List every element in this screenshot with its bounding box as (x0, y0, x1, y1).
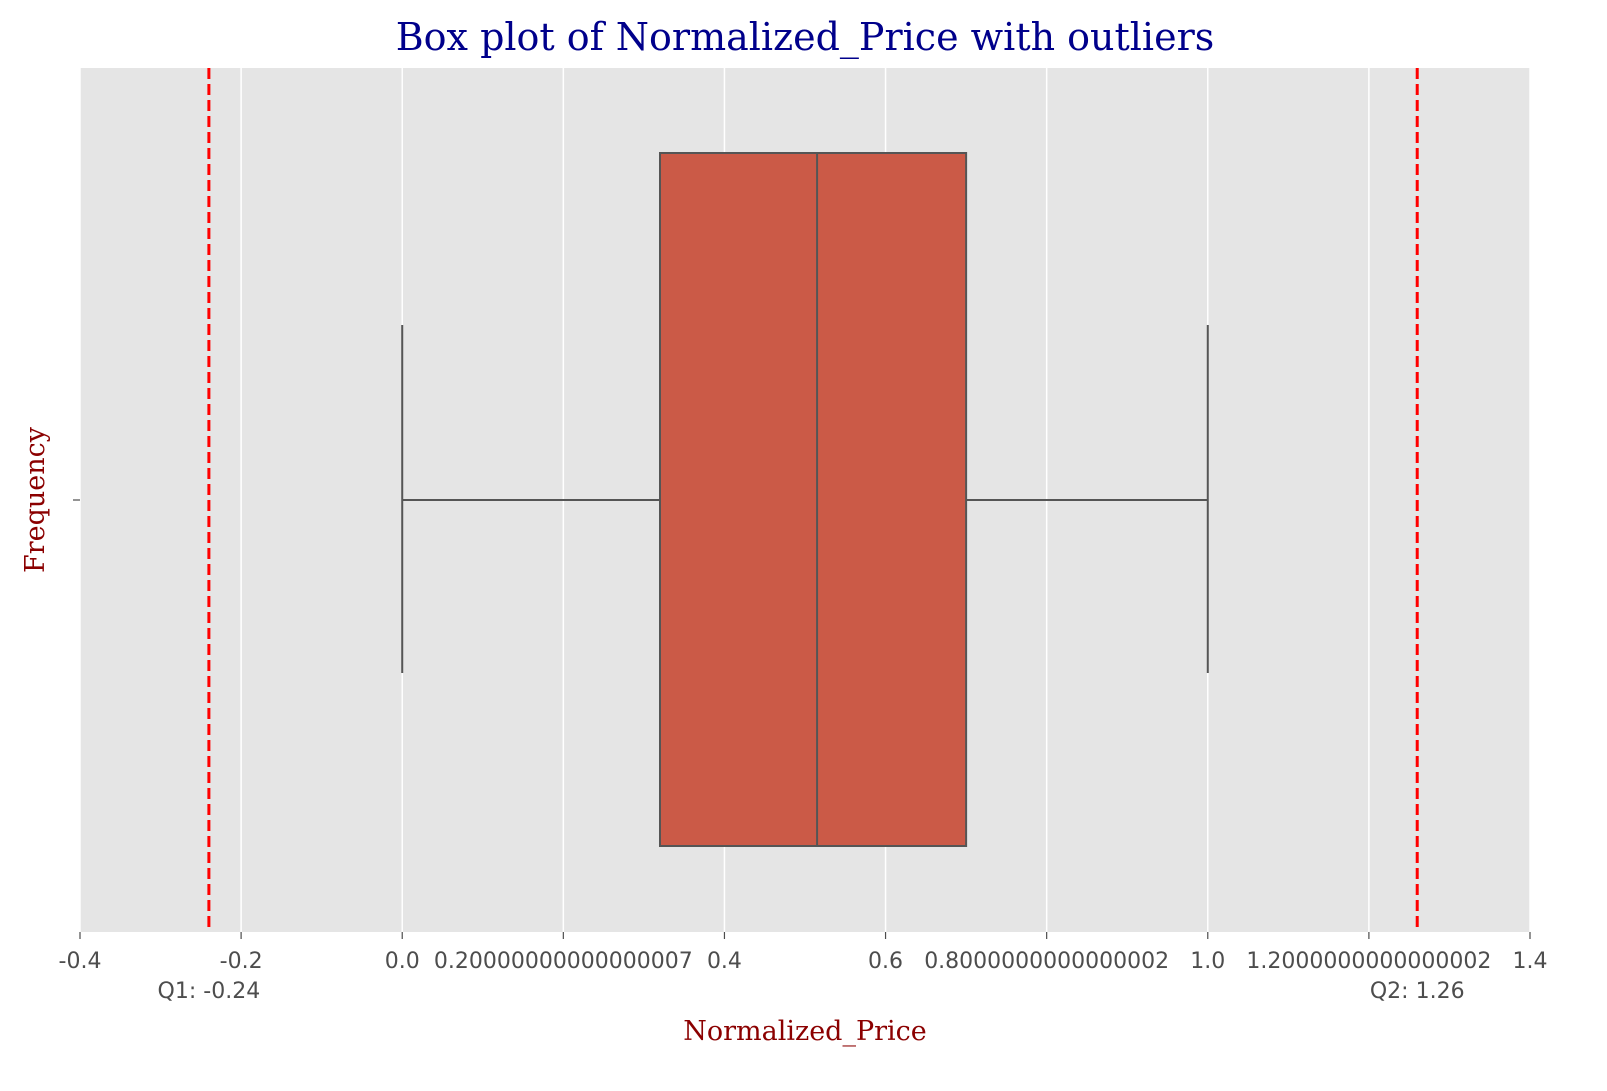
x-tick-label: -0.2 (220, 949, 263, 974)
box-plot (401, 152, 1209, 847)
reference-annotations: Q1: -0.24 Q2: 1.26 (158, 979, 1465, 1004)
interquartile-box (659, 152, 968, 847)
chart-title: Box plot of Normalized_Price with outlie… (396, 15, 1214, 60)
x-tick-label: 0.20000000000000007 (434, 949, 693, 974)
x-axis-label: Normalized_Price (683, 1016, 927, 1047)
x-tick-label: 0.4 (707, 949, 742, 974)
x-tick-label: 0.0 (385, 949, 420, 974)
x-tick-label: 1.0 (1190, 949, 1225, 974)
reference-line-label: Q1: -0.24 (158, 979, 261, 1004)
reference-line-label: Q2: 1.26 (1370, 979, 1465, 1004)
x-tick-label: -0.4 (59, 949, 102, 974)
reference-lines (207, 68, 1419, 932)
x-tick-label: 1.2000000000000002 (1246, 949, 1491, 974)
y-axis-label: Frequency (20, 426, 51, 573)
x-tick-label: 0.8000000000000002 (924, 949, 1169, 974)
x-tick-label: 1.4 (1513, 949, 1548, 974)
x-axis-ticks: -0.4 -0.2 0.0 0.20000000000000007 0.4 0.6 0.80… (59, 932, 1548, 974)
x-tick-label: 0.6 (868, 949, 903, 974)
